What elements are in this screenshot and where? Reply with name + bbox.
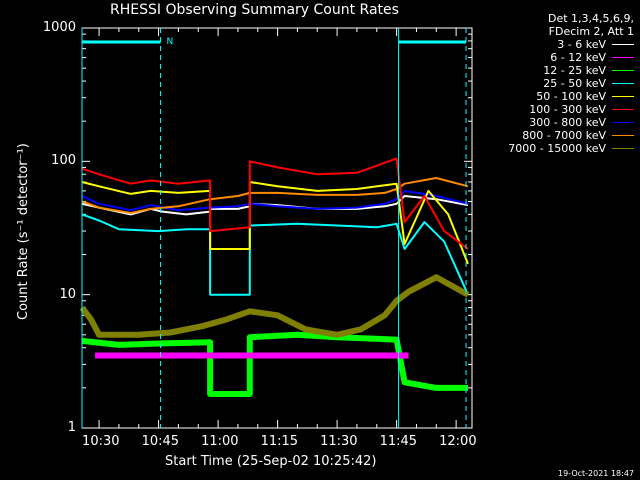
legend-swatch xyxy=(612,109,634,110)
legend-entry: 3 - 6 keV xyxy=(478,38,634,51)
y-tick-label: 100 xyxy=(51,153,76,169)
legend-swatch xyxy=(612,148,634,149)
legend: Det 1,3,4,5,6,9, FDecim 2, Att 1 3 - 6 k… xyxy=(478,12,634,155)
x-tick-label: 10:30 xyxy=(82,434,120,449)
x-tick-label: 12:00 xyxy=(439,434,477,449)
y-tick-label: 10 xyxy=(59,286,76,302)
series-line xyxy=(79,274,470,338)
legend-entry: 25 - 50 keV xyxy=(478,77,634,90)
x-axis-label: Start Time (25-Sep-02 10:25:42) xyxy=(165,454,377,469)
legend-entry: 800 - 7000 keV xyxy=(478,129,634,142)
legend-entry: 7000 - 15000 keV xyxy=(478,142,634,155)
legend-label: 800 - 7000 keV xyxy=(522,129,606,142)
series-lines xyxy=(79,157,470,397)
generation-timestamp: 19-Oct-2021 18:47 xyxy=(558,469,634,478)
legend-swatch xyxy=(612,83,634,84)
series-line xyxy=(81,157,469,250)
legend-entry: 50 - 100 keV xyxy=(478,90,634,103)
legend-header-line-1: Det 1,3,4,5,6,9, xyxy=(547,12,634,25)
plot-frame xyxy=(81,27,473,429)
series-line xyxy=(81,331,468,397)
x-tick-label: 11:30 xyxy=(320,434,358,449)
legend-entry: 300 - 800 keV xyxy=(478,116,634,129)
saa-annotation: N xyxy=(167,37,174,47)
legend-swatch xyxy=(612,122,634,123)
legend-label: 7000 - 15000 keV xyxy=(508,142,606,155)
y-tick-label: 1000 xyxy=(42,20,76,35)
legend-entry: 12 - 25 keV xyxy=(478,64,634,77)
legend-swatch xyxy=(612,70,634,71)
legend-swatch xyxy=(612,57,634,58)
saa-markers: N xyxy=(81,28,467,428)
legend-swatch xyxy=(612,96,634,97)
y-tick-label: 1 xyxy=(67,420,76,435)
legend-label: 100 - 300 keV xyxy=(529,103,606,116)
y-axis-label: Count Rate (s⁻¹ detector⁻¹) xyxy=(16,143,31,320)
legend-label: 300 - 800 keV xyxy=(529,116,606,129)
legend-header-line-2: FDecim 2, Att 1 xyxy=(548,25,634,38)
legend-label: 6 - 12 keV xyxy=(550,51,606,64)
legend-swatch xyxy=(612,135,634,136)
x-tick-label: 10:45 xyxy=(141,434,180,449)
legend-label: 3 - 6 keV xyxy=(557,38,606,51)
legend-swatch xyxy=(612,44,634,45)
legend-label: 12 - 25 keV xyxy=(543,64,606,77)
x-tick-label: 11:15 xyxy=(260,434,299,449)
x-tick-label: 11:00 xyxy=(201,434,239,449)
chart-title: RHESSI Observing Summary Count Rates xyxy=(110,2,399,18)
x-tick-label: 11:45 xyxy=(379,434,418,449)
series-line xyxy=(81,213,469,296)
legend-entry: 100 - 300 keV xyxy=(478,103,634,116)
series-line xyxy=(81,181,469,265)
legend-label: 25 - 50 keV xyxy=(543,77,606,90)
legend-label: 50 - 100 keV xyxy=(536,90,606,103)
legend-entry: 6 - 12 keV xyxy=(478,51,634,64)
plot-border xyxy=(81,27,473,429)
